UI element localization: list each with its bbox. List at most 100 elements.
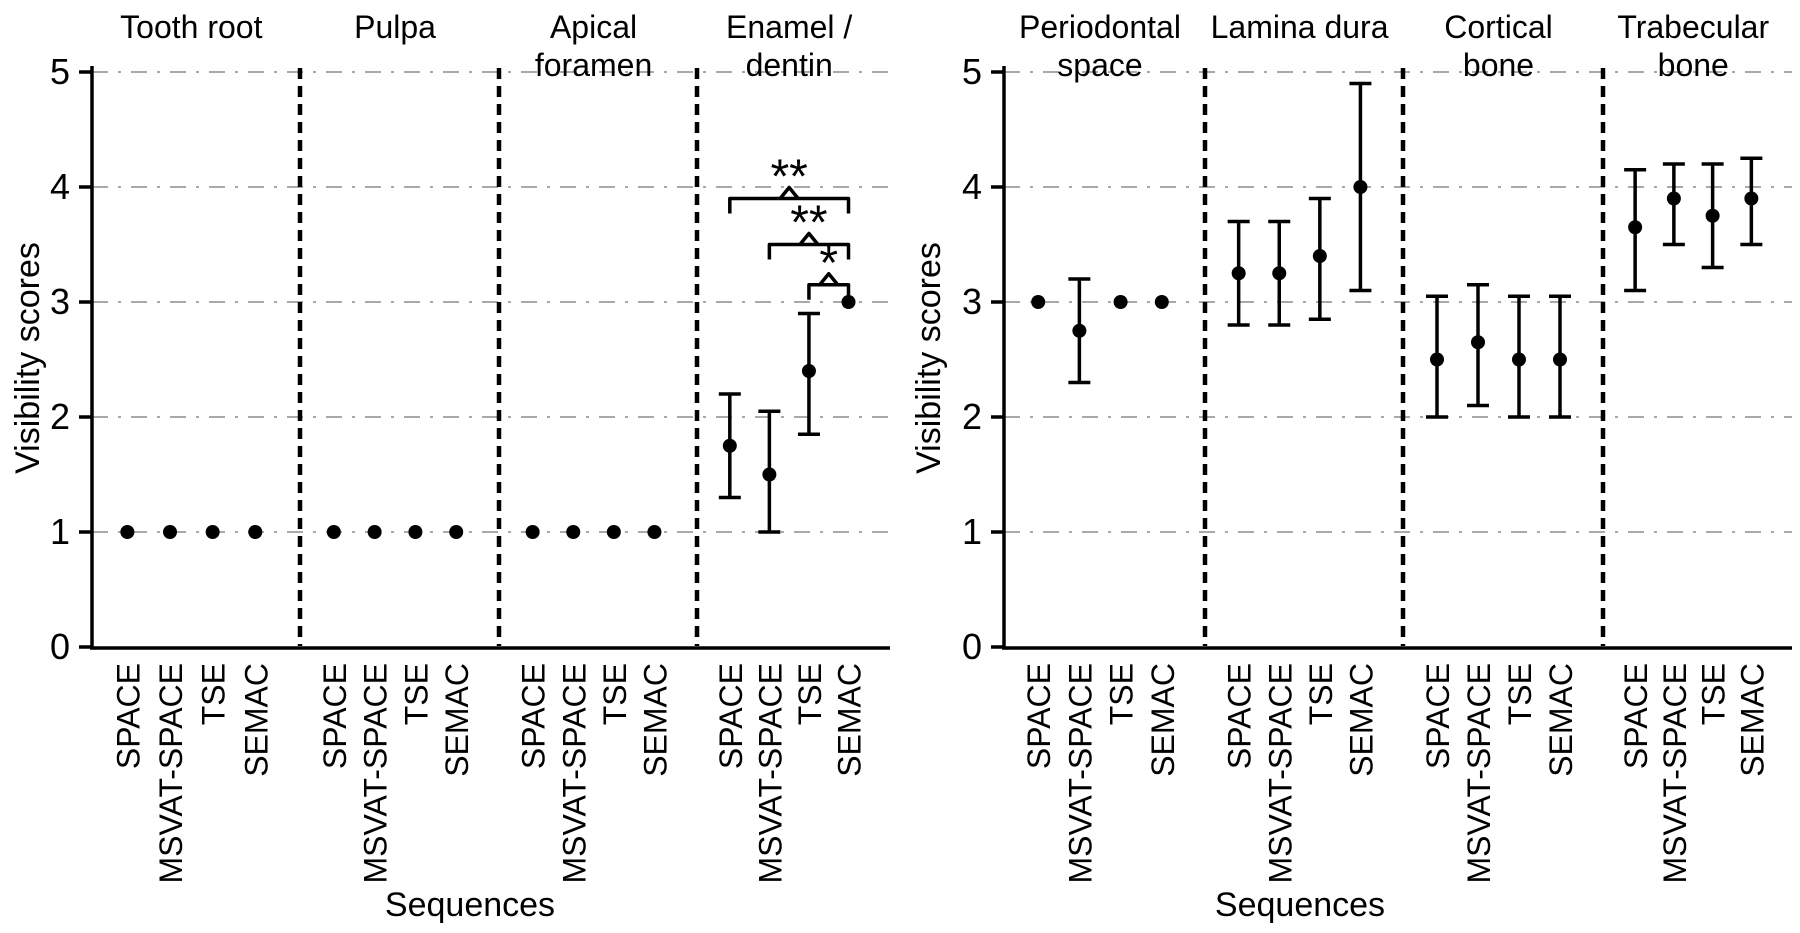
x-tick-label: SEMAC bbox=[637, 663, 673, 777]
data-point bbox=[606, 525, 621, 539]
x-tick-label: MSVAT-SPACE bbox=[1461, 663, 1497, 883]
data-point bbox=[1471, 335, 1485, 350]
group-title: bone bbox=[1658, 47, 1729, 83]
group-title: foramen bbox=[535, 47, 652, 83]
data-point bbox=[566, 525, 581, 539]
group-title: dentin bbox=[746, 47, 833, 83]
y-tick-label: 4 bbox=[962, 166, 982, 207]
x-tick-label: TSE bbox=[1502, 663, 1538, 725]
x-tick-label: MSVAT-SPACE bbox=[1657, 663, 1693, 883]
significance-bracket bbox=[767, 242, 851, 260]
data-point bbox=[1553, 352, 1567, 367]
y-tick-label: 3 bbox=[50, 281, 70, 322]
x-tick-label: MSVAT-SPACE bbox=[358, 663, 394, 883]
x-tick-label: SPACE bbox=[1021, 663, 1057, 769]
x-tick-label: SEMAC bbox=[1543, 663, 1579, 777]
y-tick-label: 0 bbox=[50, 626, 70, 667]
group-title: Periodontal bbox=[1019, 9, 1181, 45]
x-tick-label: SEMAC bbox=[238, 663, 274, 777]
x-tick-label: SPACE bbox=[1420, 663, 1456, 769]
data-point bbox=[762, 467, 777, 482]
significance-label: * bbox=[819, 237, 838, 290]
significance-label: ** bbox=[770, 151, 807, 204]
data-point bbox=[1666, 191, 1681, 206]
x-tick-label: TSE bbox=[792, 663, 828, 725]
y-tick-label: 2 bbox=[50, 396, 70, 437]
group-title: Apical bbox=[550, 9, 637, 45]
significance-label: ** bbox=[790, 197, 827, 250]
x-tick-label: SEMAC bbox=[1145, 663, 1181, 777]
data-point bbox=[326, 525, 341, 539]
y-axis-label: Visibility scores bbox=[9, 242, 47, 474]
data-point bbox=[1072, 323, 1087, 338]
group-tooth-root: Tooth root SPACE MSVAT-SPACE TSE SEMAC bbox=[110, 9, 274, 883]
data-point bbox=[205, 525, 220, 539]
x-tick-label: SEMAC bbox=[1734, 663, 1770, 777]
y-tick-label: 5 bbox=[50, 51, 70, 92]
data-point bbox=[1430, 352, 1444, 367]
group-title: Tooth root bbox=[120, 9, 262, 45]
data-point bbox=[1272, 266, 1287, 281]
y-tick-label: 4 bbox=[50, 166, 70, 207]
data-point bbox=[1353, 180, 1368, 194]
data-point bbox=[1628, 220, 1643, 235]
data-point bbox=[367, 525, 382, 539]
data-point bbox=[1113, 295, 1128, 309]
group-title: Cortical bbox=[1444, 9, 1552, 45]
panel-left: 0 1 2 3 4 5 Visibility scores Sequences Tooth ro… bbox=[9, 9, 890, 924]
data-point bbox=[525, 525, 540, 539]
data-point bbox=[1705, 208, 1720, 223]
x-tick-label: SPACE bbox=[1618, 663, 1654, 769]
x-axis-label: Sequences bbox=[1215, 886, 1385, 924]
data-point bbox=[647, 525, 662, 539]
significance-bracket-notch bbox=[778, 185, 800, 200]
x-tick-label: MSVAT-SPACE bbox=[153, 663, 189, 883]
data-point bbox=[163, 525, 177, 539]
x-tick-label: MSVAT-SPACE bbox=[752, 663, 788, 883]
group-enamel-dentin: Enamel /dentin SPACE MSVAT-SPACE TSE SEMAC **… bbox=[713, 9, 868, 883]
x-tick-label: MSVAT-SPACE bbox=[556, 663, 592, 883]
group-title: Trabecular bbox=[1617, 9, 1769, 45]
panel-right: 0 1 2 3 4 5 Visibility scores Sequences Periodon… bbox=[910, 9, 1792, 924]
x-tick-label: SPACE bbox=[516, 663, 552, 769]
significance-bracket bbox=[807, 283, 851, 300]
data-point bbox=[248, 525, 263, 539]
y-tick-label: 5 bbox=[962, 51, 982, 92]
data-point bbox=[841, 295, 856, 309]
x-tick-label: TSE bbox=[1104, 663, 1140, 725]
data-point bbox=[1231, 266, 1246, 281]
data-point bbox=[722, 438, 737, 453]
x-tick-label: SPACE bbox=[713, 663, 749, 769]
x-tick-label: TSE bbox=[1696, 663, 1732, 725]
data-point bbox=[1744, 191, 1759, 206]
significance-bracket-notch bbox=[798, 231, 820, 246]
x-tick-label: TSE bbox=[398, 663, 434, 725]
data-point bbox=[801, 364, 816, 378]
x-tick-label: SPACE bbox=[110, 663, 146, 769]
x-tick-label: SPACE bbox=[317, 663, 353, 769]
y-axis-label: Visibility scores bbox=[910, 242, 948, 474]
y-tick-label: 1 bbox=[962, 511, 982, 552]
group-pulpa: Pulpa SPACE MSVAT-SPACE TSE SEMAC bbox=[317, 9, 475, 883]
group-lamina-dura: Lamina dura SPACE MSVAT-SPACE TSE SEMAC bbox=[1211, 9, 1389, 883]
group-title: Pulpa bbox=[354, 9, 436, 45]
group-title: Lamina dura bbox=[1211, 9, 1389, 45]
x-tick-label: MSVAT-SPACE bbox=[1262, 663, 1298, 883]
data-point bbox=[1512, 352, 1526, 367]
data-point bbox=[120, 525, 135, 539]
x-tick-label: TSE bbox=[1303, 663, 1339, 725]
data-point bbox=[449, 525, 464, 539]
data-point bbox=[408, 525, 423, 539]
x-tick-label: SEMAC bbox=[1343, 663, 1379, 777]
significance-bracket-notch bbox=[818, 272, 840, 286]
x-tick-label: SEMAC bbox=[439, 663, 475, 777]
significance-bracket bbox=[728, 196, 851, 214]
y-tick-label: 2 bbox=[962, 396, 982, 437]
data-point bbox=[1031, 295, 1046, 309]
